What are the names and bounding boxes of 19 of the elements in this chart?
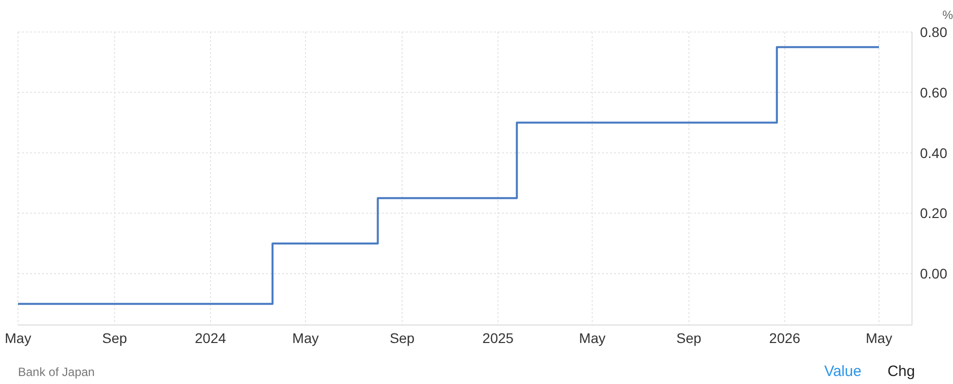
x-tick-label: May — [866, 330, 892, 346]
text: Chg — [887, 363, 915, 380]
x-tick-label: Sep — [390, 330, 415, 346]
x-tick-label: Sep — [676, 330, 702, 346]
x-tick-label: 2026 — [769, 330, 801, 346]
text: Bank of Japan — [18, 364, 95, 378]
x-tick-label: Sep — [102, 330, 128, 346]
y-tick-label: 0.00 — [920, 266, 948, 282]
text: Value — [824, 363, 862, 380]
x-tick-label: May — [4, 330, 32, 346]
x-tick-label: May — [292, 330, 319, 346]
y-axis-title: % — [942, 8, 953, 22]
y-tick-label: 0.60 — [920, 84, 948, 100]
y-tick-label: 0.20 — [920, 205, 948, 222]
y-tick-label: 0.80 — [920, 24, 948, 40]
x-tick-label: 2024 — [194, 330, 226, 346]
y-tick-label: 0.40 — [920, 144, 948, 161]
x-tick-label: 2025 — [482, 330, 514, 346]
x-tick-label: May — [579, 330, 606, 346]
